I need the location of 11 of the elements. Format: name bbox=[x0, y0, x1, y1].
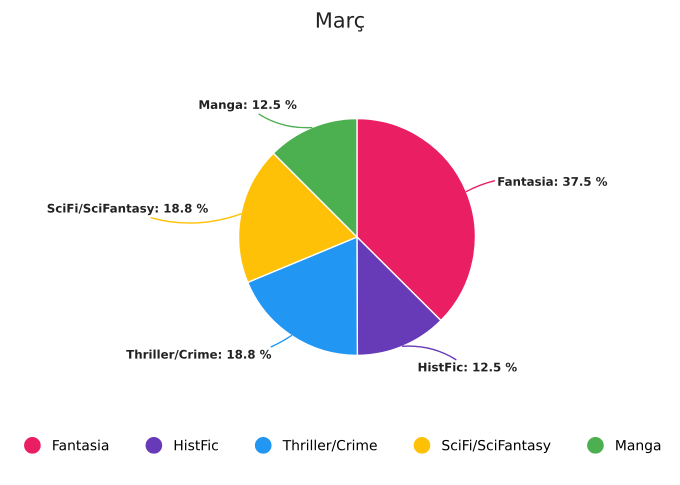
data-label: HistFic: 12.5 % bbox=[418, 362, 517, 372]
data-label: Manga: 12.5 % bbox=[200, 100, 296, 112]
legend-label: HistFic bbox=[174, 440, 218, 450]
chart-title: Març bbox=[316, 12, 364, 32]
legend-label: Manga bbox=[616, 440, 660, 454]
legend-label: SciFi/SciFantasy bbox=[442, 440, 551, 454]
data-label: Thriller/Crime: 18.8 % bbox=[126, 350, 272, 360]
data-label: Fantasia: 37.5 % bbox=[498, 176, 608, 186]
data-label: SciFi/SciFantasy: 18.8 % bbox=[48, 204, 208, 216]
legend-label: Thriller/Crime bbox=[282, 440, 377, 452]
legend-label: Fantasia bbox=[53, 440, 108, 450]
